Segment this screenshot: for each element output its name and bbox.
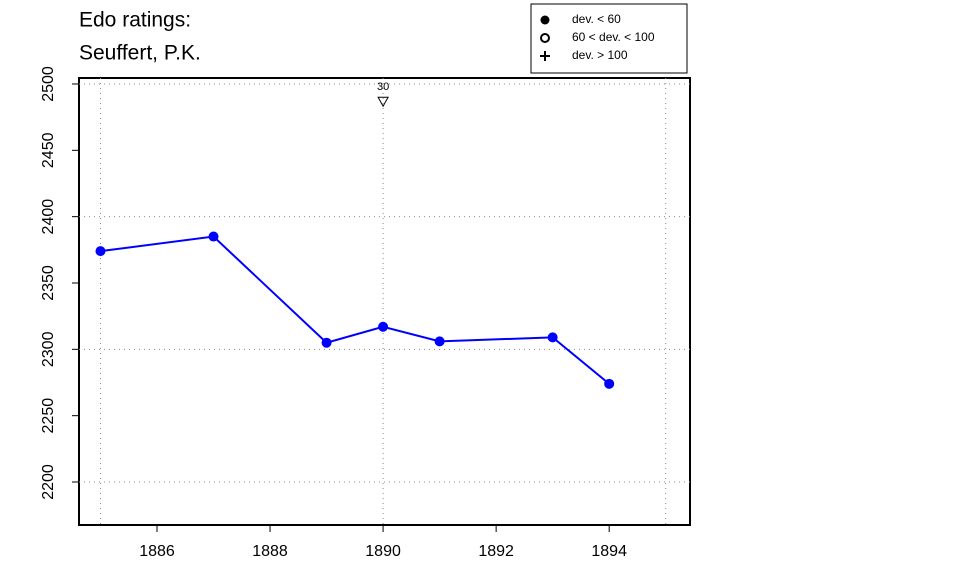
legend-symbol bbox=[540, 51, 550, 61]
legend-label: dev. < 60 bbox=[572, 12, 621, 26]
x-tick-label: 1890 bbox=[365, 543, 401, 560]
point bbox=[378, 321, 389, 332]
y-tick-label: 2400 bbox=[40, 199, 57, 235]
y-tick-label: 2200 bbox=[40, 464, 57, 500]
legend-box bbox=[530, 3, 688, 74]
y-tick-label: 2500 bbox=[40, 66, 57, 102]
y-tick-label: 2250 bbox=[40, 398, 57, 434]
x-tick-label: 1886 bbox=[139, 543, 175, 560]
point bbox=[547, 332, 558, 343]
y-tick-label: 2450 bbox=[40, 132, 57, 168]
line bbox=[100, 235, 610, 385]
legend-label: dev. > 100 bbox=[572, 48, 628, 62]
legend-symbol bbox=[540, 15, 550, 25]
point bbox=[321, 337, 332, 348]
x-tick-label: 1888 bbox=[252, 543, 288, 560]
point bbox=[208, 231, 219, 242]
y-tick-label: 2300 bbox=[40, 331, 57, 367]
annotation-marker bbox=[377, 96, 389, 108]
plot-frame bbox=[78, 77, 691, 526]
point bbox=[95, 246, 106, 257]
chart-subtitle: Seuffert, P.K. bbox=[79, 42, 201, 65]
legend-label: 60 < dev. < 100 bbox=[572, 30, 655, 44]
annotation-label: 30 bbox=[377, 81, 389, 93]
x-tick-label: 1894 bbox=[591, 543, 627, 560]
y-tick-label: 2350 bbox=[40, 265, 57, 301]
legend-symbol bbox=[540, 33, 550, 43]
point bbox=[604, 378, 615, 389]
chart-title: Edo ratings: bbox=[79, 9, 191, 32]
point bbox=[434, 336, 445, 347]
x-tick-label: 1892 bbox=[478, 543, 514, 560]
